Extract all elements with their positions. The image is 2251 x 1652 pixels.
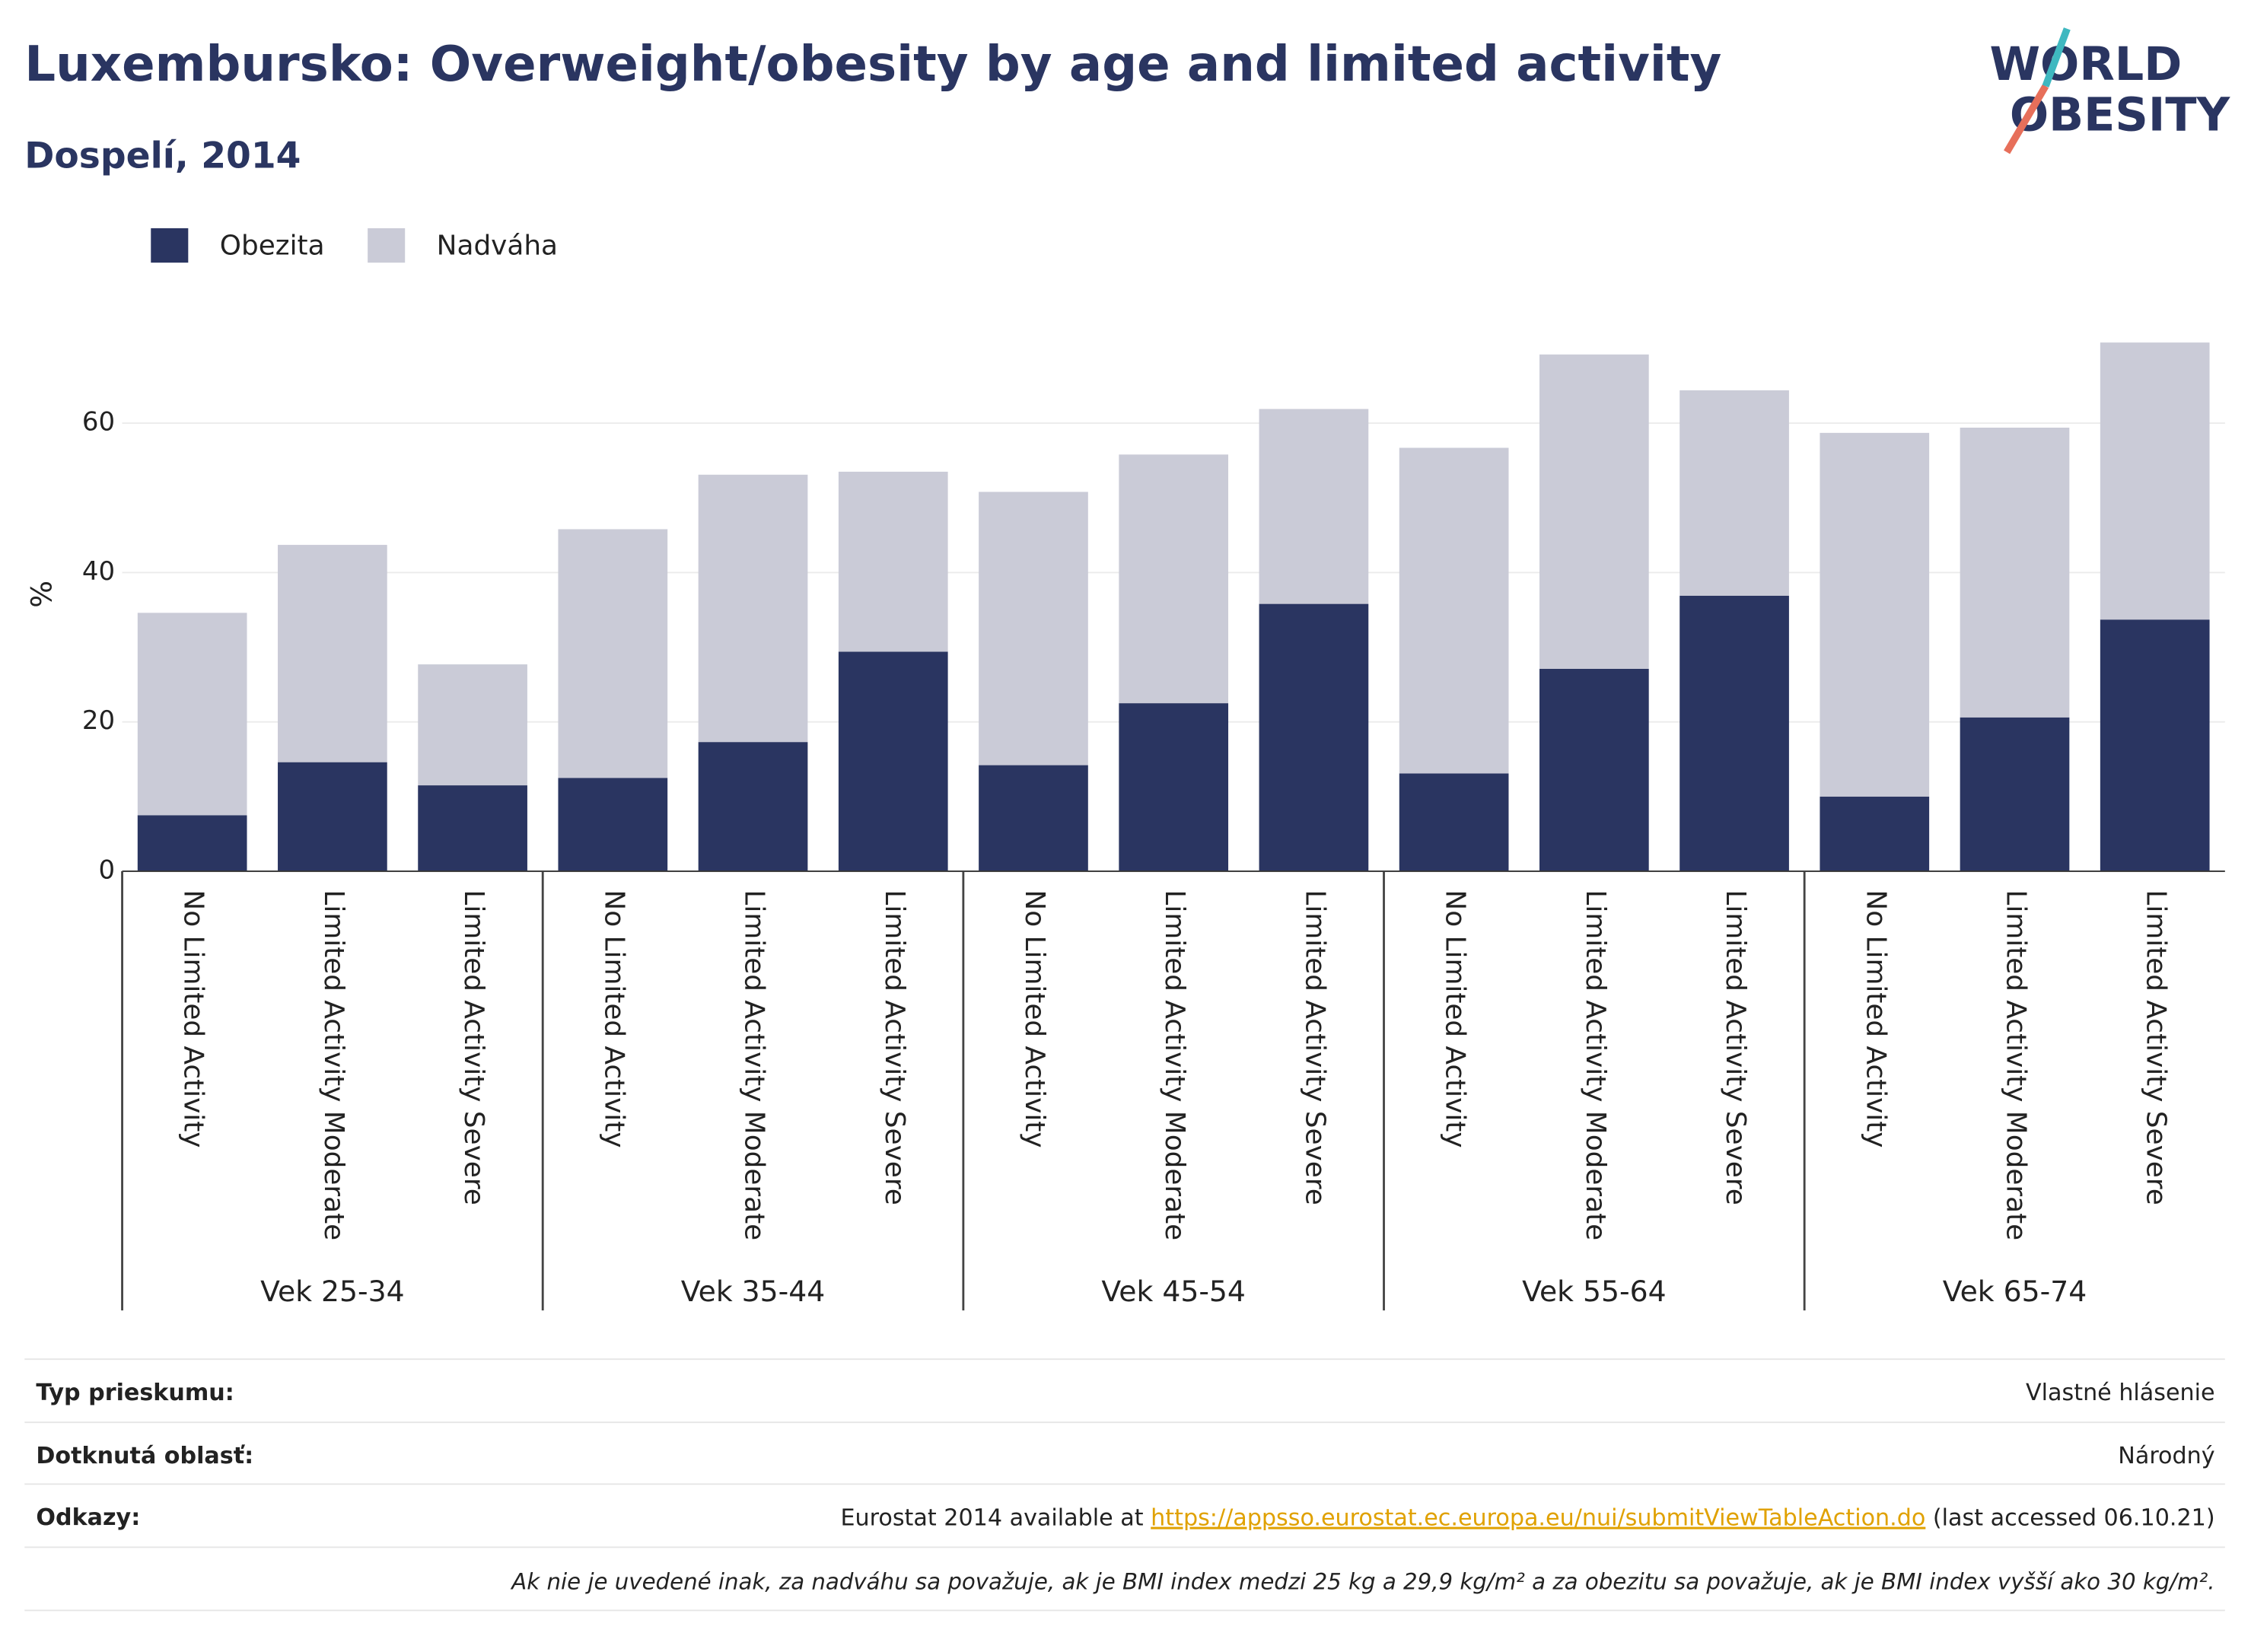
bar-segment xyxy=(1679,390,1789,596)
y-axis-label: % xyxy=(24,581,58,608)
bar-segment xyxy=(1539,668,1649,871)
y-tick-label: 40 xyxy=(82,556,115,587)
legend-swatch xyxy=(151,228,189,263)
x-tick-label: No Limited Activity xyxy=(1860,890,1891,1147)
bar-segment xyxy=(979,765,1088,871)
bar-segment xyxy=(698,474,808,743)
bar-segment xyxy=(838,471,948,652)
x-tick-label: Limited Activity Moderate xyxy=(1580,890,1611,1240)
x-tick-label: No Limited Activity xyxy=(598,890,629,1147)
logo-slash xyxy=(2042,27,2071,88)
group-label: Vek 35-44 xyxy=(681,1275,826,1308)
bar-segment xyxy=(558,529,668,778)
bar-segment xyxy=(1679,595,1789,871)
bar-segment xyxy=(418,664,527,786)
group-label: Vek 45-54 xyxy=(1101,1275,1246,1308)
x-tick-label: No Limited Activity xyxy=(178,890,209,1147)
logo-slash xyxy=(2004,84,2049,154)
x-tick-label: Limited Activity Moderate xyxy=(318,890,349,1240)
bar-segment xyxy=(1399,773,1509,871)
bar-segment xyxy=(1119,703,1229,871)
reference-link: https://appsso.eurostat.ec.europa.eu/nui… xyxy=(1151,1504,1925,1531)
bar-segment xyxy=(2100,619,2210,871)
footer-value: Eurostat 2014 available at https://appss… xyxy=(840,1504,2214,1531)
logo: WORLD OBESITY xyxy=(1989,27,2231,154)
bar-segment xyxy=(1539,354,1649,669)
x-tick-label: Limited Activity Severe xyxy=(2141,890,2172,1205)
bar-segment xyxy=(278,762,387,871)
legend-label: Nadváha xyxy=(437,230,558,261)
y-tick-label: 60 xyxy=(82,407,115,438)
footer-label: Typ prieskumu: xyxy=(36,1380,234,1406)
group-label: Vek 25-34 xyxy=(260,1275,405,1308)
bar-segment xyxy=(558,778,668,871)
x-tick-label: Limited Activity Severe xyxy=(1720,890,1751,1205)
reference-text: (last accessed 06.10.21) xyxy=(1925,1504,2214,1531)
logo-text: WORLD xyxy=(1989,38,2182,91)
bar-segment xyxy=(1960,717,2070,871)
bar-segment xyxy=(137,815,247,871)
bar-segment xyxy=(1820,432,1930,797)
x-tick-label: Limited Activity Moderate xyxy=(1159,890,1190,1240)
bar-segment xyxy=(1259,603,1369,871)
bar-segment xyxy=(1399,447,1509,774)
y-tick-label: 0 xyxy=(99,855,116,885)
group-label: Vek 65-74 xyxy=(1943,1275,2087,1308)
y-tick-label: 20 xyxy=(82,705,115,736)
bar-segment xyxy=(698,742,808,871)
x-tick-label: No Limited Activity xyxy=(1019,890,1050,1147)
bar-segment xyxy=(2100,342,2210,620)
bar-segment xyxy=(1960,428,2070,718)
footer-label: Dotknutá oblasť: xyxy=(36,1443,253,1469)
x-tick-label: Limited Activity Moderate xyxy=(2000,890,2031,1240)
group-label: Vek 55-64 xyxy=(1522,1275,1667,1308)
x-tick-label: No Limited Activity xyxy=(1440,890,1471,1147)
footer-note: Ak nie je uvedené inak, za nadváhu sa po… xyxy=(510,1568,2214,1594)
x-tick-label: Limited Activity Severe xyxy=(1299,890,1330,1205)
bar-segment xyxy=(979,492,1088,766)
bar-segment xyxy=(1259,409,1369,604)
x-tick-label: Limited Activity Moderate xyxy=(739,890,770,1240)
logo-text: OBESITY xyxy=(2010,88,2231,142)
footer-value: Národný xyxy=(2118,1443,2214,1469)
bar-segment xyxy=(137,613,247,816)
chart-title: Luxembursko: Overweight/obesity by age a… xyxy=(24,36,1721,93)
bar-segment xyxy=(1820,796,1930,871)
bar-segment xyxy=(278,545,387,762)
bar-segment xyxy=(418,785,527,871)
legend-swatch xyxy=(368,228,406,263)
legend-label: Obezita xyxy=(220,230,325,261)
bar-segment xyxy=(838,651,948,871)
bar-segment xyxy=(1119,454,1229,704)
x-tick-label: Limited Activity Severe xyxy=(879,890,910,1205)
footer-label: Odkazy: xyxy=(36,1504,140,1531)
x-tick-label: Limited Activity Severe xyxy=(458,890,489,1205)
footer-value: Vlastné hlásenie xyxy=(2026,1380,2215,1406)
reference-text: Eurostat 2014 available at xyxy=(840,1504,1151,1531)
chart-subtitle: Dospelí, 2014 xyxy=(24,135,301,177)
